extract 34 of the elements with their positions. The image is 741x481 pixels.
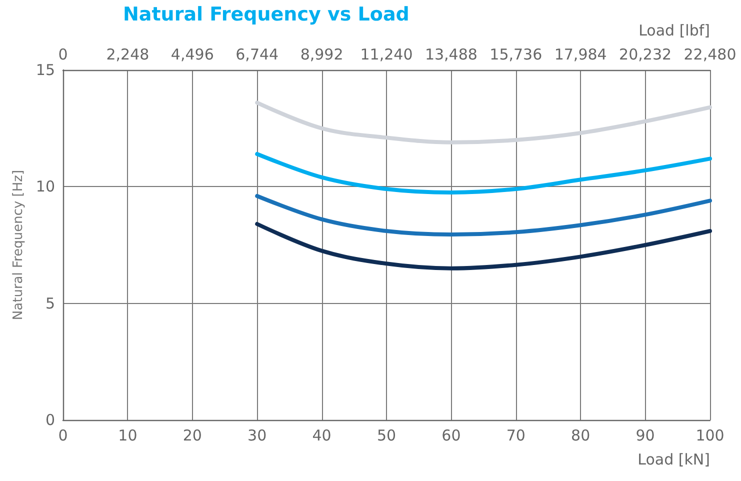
x-tick-label: 10 xyxy=(118,426,138,444)
x2-tick-label: 17,984 xyxy=(554,46,607,64)
x-tick-label: 50 xyxy=(376,426,396,444)
y-tick-label: 0 xyxy=(45,411,55,429)
x2-tick-label: 4,496 xyxy=(170,46,214,64)
x-tick-label: 0 xyxy=(58,426,68,444)
x-tick-label: 100 xyxy=(696,426,724,444)
x-tick-label: 30 xyxy=(248,426,267,444)
x-tick-label: 80 xyxy=(571,426,590,444)
x2-tick-label: 8,992 xyxy=(300,46,344,64)
line-series xyxy=(255,222,712,270)
x-axis-title: Load [kN] xyxy=(638,450,710,468)
y-tick-label: 5 xyxy=(45,294,55,312)
x2-tick-label: 22,480 xyxy=(684,46,736,64)
y-axis-title: Natural Frequency [Hz] xyxy=(11,170,26,320)
x2-tick-label: 13,488 xyxy=(424,46,478,64)
x2-axis-title: Load [lbf] xyxy=(638,22,710,40)
x-tick-label: 60 xyxy=(442,426,461,444)
line-series xyxy=(255,194,712,236)
x2-tick-label: 11,240 xyxy=(360,46,413,64)
x2-tick-label: 20,232 xyxy=(619,46,672,64)
x2-tick-label: 2,248 xyxy=(106,46,150,64)
line-series xyxy=(255,100,712,144)
x2-tick-label: 15,736 xyxy=(490,46,542,64)
y-tick-label: 15 xyxy=(36,61,55,79)
line-series xyxy=(255,152,712,194)
x2-tick-label: 6,744 xyxy=(236,46,279,64)
x-tick-label: 70 xyxy=(506,426,526,444)
x-tick-label: 90 xyxy=(636,426,655,444)
x-tick-label: 20 xyxy=(182,426,202,444)
x2-tick-label: 0 xyxy=(58,46,68,64)
y-tick-label: 10 xyxy=(36,178,55,196)
x-tick-label: 40 xyxy=(312,426,332,444)
chart-title: Natural Frequency vs Load xyxy=(123,4,410,26)
